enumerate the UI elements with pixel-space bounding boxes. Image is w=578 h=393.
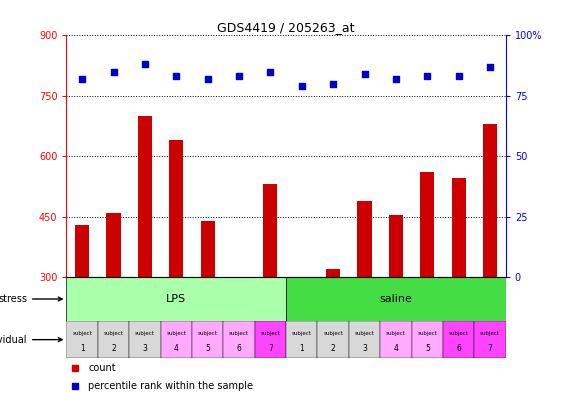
- Bar: [443, 321, 475, 358]
- Point: [109, 68, 118, 75]
- Text: subject: subject: [323, 331, 343, 336]
- Text: subject: subject: [103, 331, 124, 336]
- Text: count: count: [88, 362, 116, 373]
- Text: stress: stress: [0, 294, 62, 304]
- Text: 7: 7: [268, 345, 273, 353]
- Bar: [138, 116, 152, 277]
- Bar: [161, 321, 192, 358]
- Text: 6: 6: [236, 345, 242, 353]
- Text: 2: 2: [111, 345, 116, 353]
- Bar: [451, 178, 466, 277]
- Text: 2: 2: [331, 345, 336, 353]
- Text: subject: subject: [72, 331, 92, 336]
- Point: [454, 73, 464, 80]
- Text: 3: 3: [362, 345, 367, 353]
- Text: individual: individual: [0, 335, 62, 345]
- Text: 5: 5: [425, 345, 430, 353]
- Text: 4: 4: [174, 345, 179, 353]
- Text: subject: subject: [417, 331, 437, 336]
- Point: [360, 71, 369, 77]
- Point: [328, 81, 338, 87]
- Bar: [317, 321, 349, 358]
- Bar: [420, 172, 435, 277]
- Title: GDS4419 / 205263_at: GDS4419 / 205263_at: [217, 21, 355, 34]
- Text: subject: subject: [480, 331, 500, 336]
- Bar: [380, 321, 412, 358]
- Bar: [389, 215, 403, 277]
- Bar: [286, 277, 506, 321]
- Bar: [66, 277, 286, 321]
- Bar: [412, 321, 443, 358]
- Bar: [326, 269, 340, 277]
- Bar: [66, 321, 98, 358]
- Text: subject: subject: [198, 331, 217, 336]
- Bar: [349, 321, 380, 358]
- Text: subject: subject: [449, 331, 469, 336]
- Text: 7: 7: [488, 345, 492, 353]
- Text: LPS: LPS: [166, 294, 186, 304]
- Point: [172, 73, 181, 80]
- Point: [77, 76, 87, 82]
- Text: subject: subject: [261, 331, 280, 336]
- Bar: [286, 321, 317, 358]
- Point: [297, 83, 306, 89]
- Text: 1: 1: [80, 345, 84, 353]
- Text: percentile rank within the sample: percentile rank within the sample: [88, 381, 253, 391]
- Text: 6: 6: [456, 345, 461, 353]
- Bar: [264, 184, 277, 277]
- Text: subject: subject: [355, 331, 375, 336]
- Bar: [169, 140, 183, 277]
- Point: [235, 73, 244, 80]
- Text: 5: 5: [205, 345, 210, 353]
- Bar: [255, 321, 286, 358]
- Point: [391, 76, 401, 82]
- Text: subject: subject: [386, 331, 406, 336]
- Point: [140, 61, 150, 68]
- Bar: [192, 321, 223, 358]
- Bar: [483, 124, 497, 277]
- Bar: [75, 225, 89, 277]
- Text: 1: 1: [299, 345, 304, 353]
- Text: 4: 4: [394, 345, 398, 353]
- Text: subject: subject: [292, 331, 312, 336]
- Point: [266, 68, 275, 75]
- Text: saline: saline: [380, 294, 412, 304]
- Bar: [201, 220, 214, 277]
- Point: [203, 76, 212, 82]
- Text: subject: subject: [166, 331, 186, 336]
- Bar: [98, 321, 129, 358]
- Bar: [357, 200, 372, 277]
- Point: [423, 73, 432, 80]
- Text: subject: subject: [229, 331, 249, 336]
- Bar: [223, 321, 255, 358]
- Point: [486, 64, 495, 70]
- Bar: [129, 321, 161, 358]
- Bar: [475, 321, 506, 358]
- Bar: [106, 213, 121, 277]
- Text: 3: 3: [142, 345, 147, 353]
- Text: subject: subject: [135, 331, 155, 336]
